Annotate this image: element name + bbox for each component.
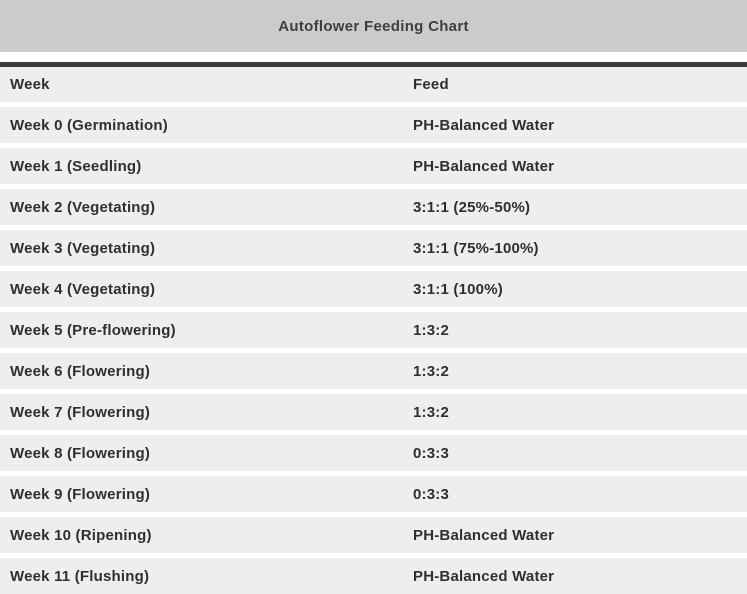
table-row: Week 4 (Vegetating) 3:1:1 (100%) bbox=[0, 271, 747, 307]
title-gap bbox=[0, 52, 747, 62]
week-cell: Week 6 (Flowering) bbox=[10, 362, 151, 380]
feed-cell: 0:3:3 bbox=[413, 485, 450, 503]
week-cell: Week 7 (Flowering) bbox=[10, 403, 151, 421]
table-row: Week 2 (Vegetating) 3:1:1 (25%-50%) bbox=[0, 189, 747, 225]
feed-cell: 0:3:3 bbox=[413, 444, 450, 462]
table-row: Week 6 (Flowering) 1:3:2 bbox=[0, 353, 747, 389]
week-cell: Week 9 (Flowering) bbox=[10, 485, 151, 503]
feed-cell: 3:1:1 (100%) bbox=[413, 280, 503, 298]
table-row: Week 0 (Germination) PH-Balanced Water bbox=[0, 107, 747, 143]
page-title: Autoflower Feeding Chart bbox=[278, 17, 469, 35]
table-row: Week 7 (Flowering) 1:3:2 bbox=[0, 394, 747, 430]
feed-cell: 1:3:2 bbox=[413, 321, 450, 339]
week-cell: Week 2 (Vegetating) bbox=[10, 198, 156, 216]
chart-title-bar: Autoflower Feeding Chart bbox=[0, 0, 747, 52]
week-cell: Week 4 (Vegetating) bbox=[10, 280, 156, 298]
table-row: Week 5 (Pre-flowering) 1:3:2 bbox=[0, 312, 747, 348]
week-cell: Week 3 (Vegetating) bbox=[10, 239, 156, 257]
feed-cell: PH-Balanced Water bbox=[413, 116, 555, 134]
feed-cell: PH-Balanced Water bbox=[413, 567, 555, 585]
week-cell: Week 5 (Pre-flowering) bbox=[10, 321, 176, 339]
header-divider bbox=[0, 62, 747, 67]
table-row: Week 11 (Flushing) PH-Balanced Water bbox=[0, 558, 747, 594]
week-cell: Week 1 (Seedling) bbox=[10, 157, 142, 175]
feed-cell: PH-Balanced Water bbox=[413, 157, 555, 175]
table-row: Week 9 (Flowering) 0:3:3 bbox=[0, 476, 747, 512]
week-cell: Week 10 (Ripening) bbox=[10, 526, 152, 544]
feed-cell: PH-Balanced Water bbox=[413, 526, 555, 544]
column-header-week: Week bbox=[10, 76, 50, 93]
feed-cell: 3:1:1 (75%-100%) bbox=[413, 239, 539, 257]
feed-cell: 3:1:1 (25%-50%) bbox=[413, 198, 531, 216]
week-cell: Week 0 (Germination) bbox=[10, 116, 168, 134]
week-cell: Week 11 (Flushing) bbox=[10, 567, 150, 585]
table-row: Week 8 (Flowering) 0:3:3 bbox=[0, 435, 747, 471]
table-row: Week 3 (Vegetating) 3:1:1 (75%-100%) bbox=[0, 230, 747, 266]
feed-cell: 1:3:2 bbox=[413, 362, 450, 380]
table-row: Week 10 (Ripening) PH-Balanced Water bbox=[0, 517, 747, 553]
week-cell: Week 8 (Flowering) bbox=[10, 444, 151, 462]
column-header-feed: Feed bbox=[413, 76, 449, 93]
table-row: Week 1 (Seedling) PH-Balanced Water bbox=[0, 148, 747, 184]
table-header-row: Week Feed bbox=[0, 67, 747, 102]
feed-cell: 1:3:2 bbox=[413, 403, 450, 421]
